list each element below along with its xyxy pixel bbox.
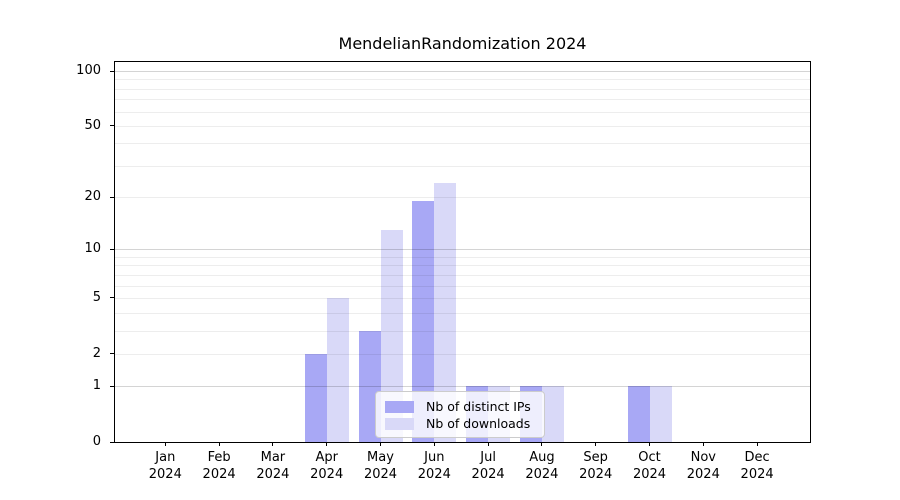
bar-distinct-ips	[304, 353, 327, 442]
bar-distinct-ips	[627, 386, 650, 442]
x-tick-label: Oct 2024	[632, 450, 667, 482]
legend-swatch-distinct-ips	[385, 400, 414, 413]
y-tick-label: 0	[92, 434, 101, 449]
legend-swatch-downloads	[385, 417, 414, 430]
legend-item-distinct-ips: Nb of distinct IPs	[385, 399, 535, 414]
chart-title: MendelianRandomization 2024	[338, 34, 587, 53]
y-tick-label: 100	[76, 63, 101, 78]
x-tick-mark	[756, 442, 758, 446]
bar-distinct-ips	[412, 201, 435, 442]
y-tick-label: 2	[92, 345, 101, 361]
gridline-minor	[115, 111, 810, 113]
x-tick-label: Dec 2024	[740, 450, 774, 482]
x-tick-mark	[380, 442, 381, 446]
gridline-minor	[115, 274, 810, 276]
y-tick-mark	[110, 353, 114, 355]
y-tick-mark	[110, 248, 114, 250]
gridline-minor	[115, 312, 810, 314]
y-tick-label: 5	[92, 289, 101, 305]
gridline-minor	[115, 143, 810, 145]
gridline-minor	[115, 79, 810, 81]
x-tick-label: Sep 2024	[579, 450, 613, 482]
gridline-minor	[115, 353, 810, 355]
x-tick-label: Apr 2024	[310, 450, 344, 482]
bar-downloads	[649, 386, 672, 442]
bar-downloads	[434, 183, 457, 442]
x-tick-mark	[487, 442, 489, 446]
x-tick-label: May 2024	[363, 450, 398, 482]
x-tick-mark	[218, 442, 220, 446]
x-tick-label: Jul 2024	[471, 450, 505, 482]
y-tick-mark	[110, 125, 114, 127]
x-tick-label: Aug 2024	[525, 450, 559, 482]
plot-area: 0 1 2 5 10 20 50 100 Jan 2024 Feb 2024 Mar 2024 Apr…	[76, 61, 811, 482]
y-tick-mark	[110, 385, 114, 387]
gridline-major	[115, 386, 810, 388]
gridline-major	[115, 71, 810, 72]
x-tick-mark	[164, 442, 166, 446]
legend-label-downloads: Nb of downloads	[426, 416, 531, 431]
y-tick-label: 1	[92, 378, 101, 394]
legend: Nb of distinct IPs Nb of downloads	[375, 391, 545, 438]
gridline-minor	[115, 125, 810, 127]
x-tick-mark	[649, 442, 650, 446]
y-tick-mark	[110, 70, 114, 72]
gridline-minor	[115, 285, 810, 287]
x-tick-mark	[541, 442, 543, 446]
y-tick-mark	[110, 196, 114, 198]
x-tick-mark	[326, 442, 328, 446]
x-tick-mark	[272, 442, 274, 446]
gridline-minor	[115, 197, 810, 199]
y-tick-label: 20	[84, 189, 101, 205]
gridline-minor	[115, 265, 810, 267]
x-tick-mark	[595, 442, 597, 446]
gridline-minor	[115, 165, 810, 167]
y-tick-mark	[110, 441, 114, 443]
x-tick-label: Jan 2024	[148, 450, 182, 482]
gridline-minor	[115, 256, 810, 258]
x-tick-label: Feb 2024	[202, 450, 236, 482]
gridline-minor	[115, 297, 810, 299]
y-tick-mark	[110, 297, 114, 299]
gridline-major	[115, 249, 810, 251]
gridline-minor	[115, 99, 810, 101]
x-tick-label: Nov 2024	[686, 450, 720, 482]
bar-downloads	[326, 297, 349, 442]
bar-downloads	[541, 386, 564, 442]
gridline-minor	[115, 330, 810, 332]
gridline-minor	[115, 88, 810, 90]
y-tick-label: 50	[84, 117, 101, 133]
x-tick-mark	[433, 442, 435, 446]
x-tick-mark	[702, 442, 704, 446]
x-tick-label: Jun 2024	[417, 450, 451, 482]
bar-downloads	[380, 229, 403, 442]
y-tick-label: 10	[84, 241, 101, 257]
x-tick-label: Mar 2024	[256, 450, 290, 482]
legend-label-distinct-ips: Nb of distinct IPs	[426, 399, 531, 414]
legend-item-downloads: Nb of downloads	[385, 416, 535, 431]
